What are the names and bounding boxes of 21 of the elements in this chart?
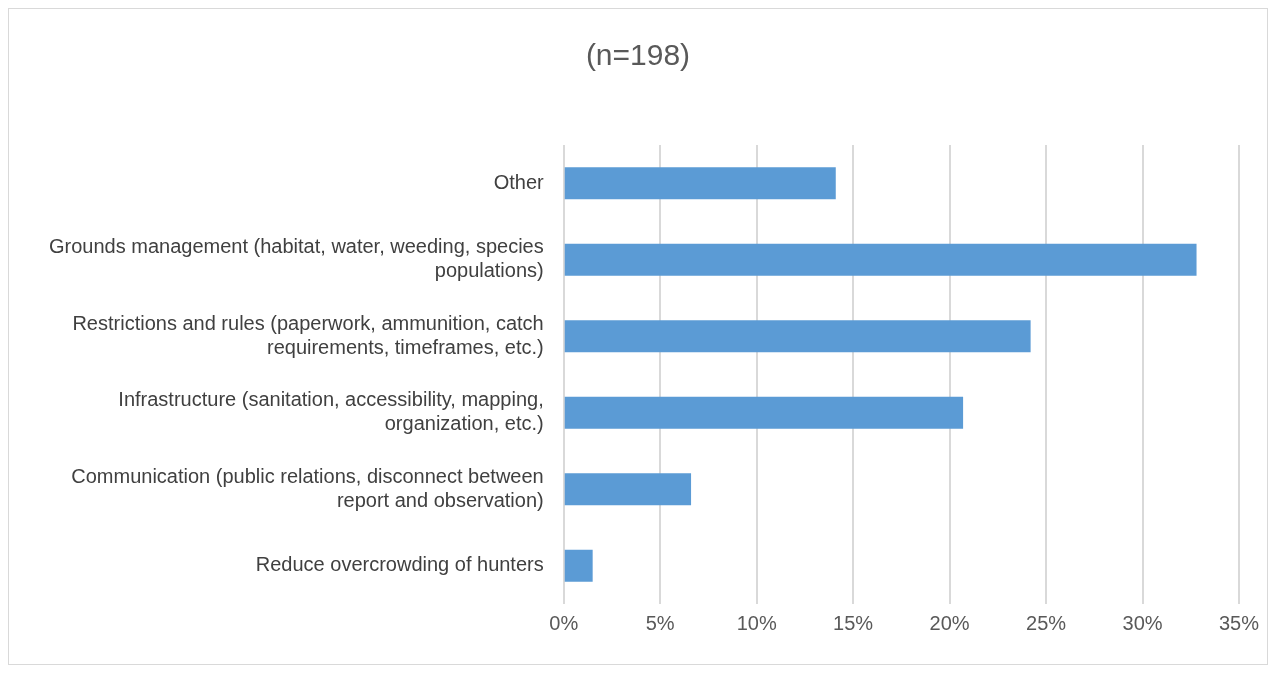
y-tick-label: Grounds management (habitat, water, weeding, species populations)	[48, 235, 544, 282]
y-tick-label: Other	[493, 170, 545, 193]
bar	[564, 396, 964, 429]
x-tick-label: 5%	[645, 611, 675, 634]
bar	[564, 243, 1197, 276]
y-tick-label: Restrictions and rules (paperwork, ammunition, catch requirements, timeframes, etc.)	[72, 311, 544, 358]
bar	[564, 549, 593, 582]
chart-title: (n=198)	[585, 38, 691, 72]
x-tick-label: 30%	[1122, 611, 1163, 634]
x-tick-label: 20%	[929, 611, 970, 634]
x-tick-label: 35%	[1218, 611, 1260, 634]
bar	[564, 473, 692, 506]
bar	[564, 167, 836, 200]
y-tick-label: Reduce overcrowding of hunters	[255, 553, 544, 576]
x-tick-label: 15%	[833, 611, 874, 634]
x-tick-label: 0%	[549, 611, 579, 634]
x-tick-label: 10%	[736, 611, 777, 634]
y-tick-label: Infrastructure (sanitation, accessibility, mapping, organization, etc.)	[118, 388, 544, 435]
x-tick-label: 25%	[1026, 611, 1067, 634]
y-tick-label: Communication (public relations, disconnect between report and observation)	[71, 464, 544, 511]
bar	[564, 320, 1031, 353]
